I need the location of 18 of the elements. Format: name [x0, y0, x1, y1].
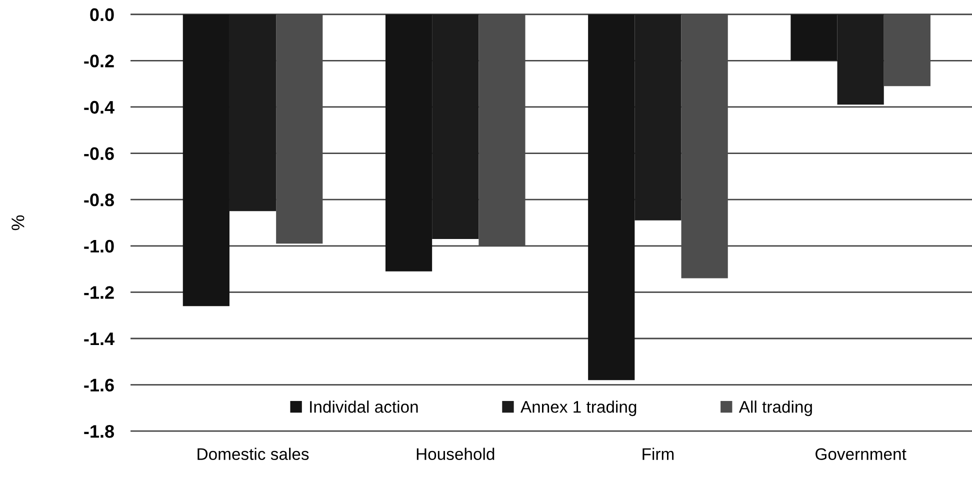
y-tick-label: 0.0: [90, 8, 114, 22]
y-tick-label: -1.8: [84, 425, 114, 438]
legend-label: Annex 1 trading: [520, 400, 636, 416]
y-tick-label: -0.4: [84, 100, 114, 114]
x-tick-label: Government: [816, 448, 906, 460]
x-tick-label: Household: [416, 448, 494, 460]
y-tick-label: -0.6: [84, 147, 114, 160]
legend-label: Individal action: [310, 400, 418, 413]
y-tick-label: -1.4: [84, 332, 114, 346]
y-tick-label: -1.6: [84, 378, 114, 392]
x-tick-label: Domestic sales: [198, 448, 309, 460]
y-tick-label: -1.2: [84, 286, 114, 299]
legend-label: All trading: [738, 400, 812, 416]
y-axis-title: %: [12, 215, 24, 230]
x-tick-label: Firm: [642, 448, 674, 460]
y-tick-label: -0.2: [84, 54, 114, 68]
y-tick-label: -0.8: [84, 194, 114, 206]
y-tick-label: -1.0: [84, 240, 114, 253]
